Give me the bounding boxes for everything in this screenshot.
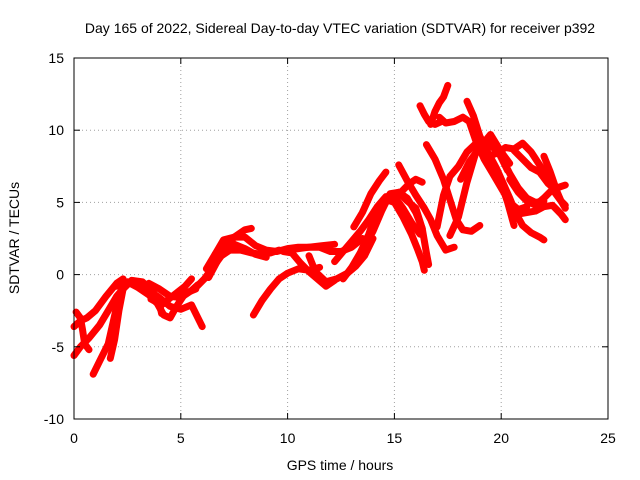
series-track-29 bbox=[472, 135, 518, 229]
x-tick-label: 20 bbox=[493, 430, 509, 446]
y-tick-label: 5 bbox=[56, 194, 64, 210]
series-track-36 bbox=[540, 152, 569, 209]
series-track-24 bbox=[422, 141, 484, 235]
series-track-34 bbox=[514, 201, 569, 224]
data-series bbox=[70, 81, 569, 378]
y-tick-label: 15 bbox=[48, 50, 64, 66]
y-tick-label: 10 bbox=[48, 122, 64, 138]
axis-ticks bbox=[73, 57, 609, 420]
x-axis-label: GPS time / hours bbox=[287, 457, 394, 473]
plot-frame bbox=[73, 57, 609, 420]
chart-title: Day 165 of 2022, Sidereal Day-to-day VTE… bbox=[85, 20, 595, 36]
y-axis-label: SDTVAR / TECUs bbox=[6, 182, 22, 294]
y-tick-label: 0 bbox=[56, 267, 64, 283]
series-track-12 bbox=[211, 239, 270, 261]
y-tick-label: -5 bbox=[52, 339, 65, 355]
series-track-33 bbox=[510, 146, 561, 195]
x-tick-label: 5 bbox=[177, 430, 185, 446]
series-track-20 bbox=[339, 196, 428, 283]
series-track-21 bbox=[350, 168, 390, 231]
y-tick-label: -10 bbox=[44, 411, 64, 427]
x-tick-label: 10 bbox=[280, 430, 296, 446]
x-tick-labels: 0 5 10 15 20 25 bbox=[70, 430, 616, 446]
series-track-8 bbox=[147, 275, 195, 309]
series-track-31 bbox=[416, 102, 445, 128]
x-tick-label: 15 bbox=[387, 430, 403, 446]
series-track-30 bbox=[427, 81, 452, 128]
series-track-23 bbox=[395, 161, 458, 254]
series-track-27 bbox=[435, 113, 531, 214]
series-track-3 bbox=[72, 308, 93, 354]
grid bbox=[74, 58, 608, 419]
x-tick-label: 0 bbox=[70, 430, 78, 446]
x-tick-label: 25 bbox=[600, 430, 616, 446]
y-tick-labels: -10 -5 0 5 10 15 bbox=[44, 50, 64, 427]
series-track-37 bbox=[457, 131, 514, 183]
